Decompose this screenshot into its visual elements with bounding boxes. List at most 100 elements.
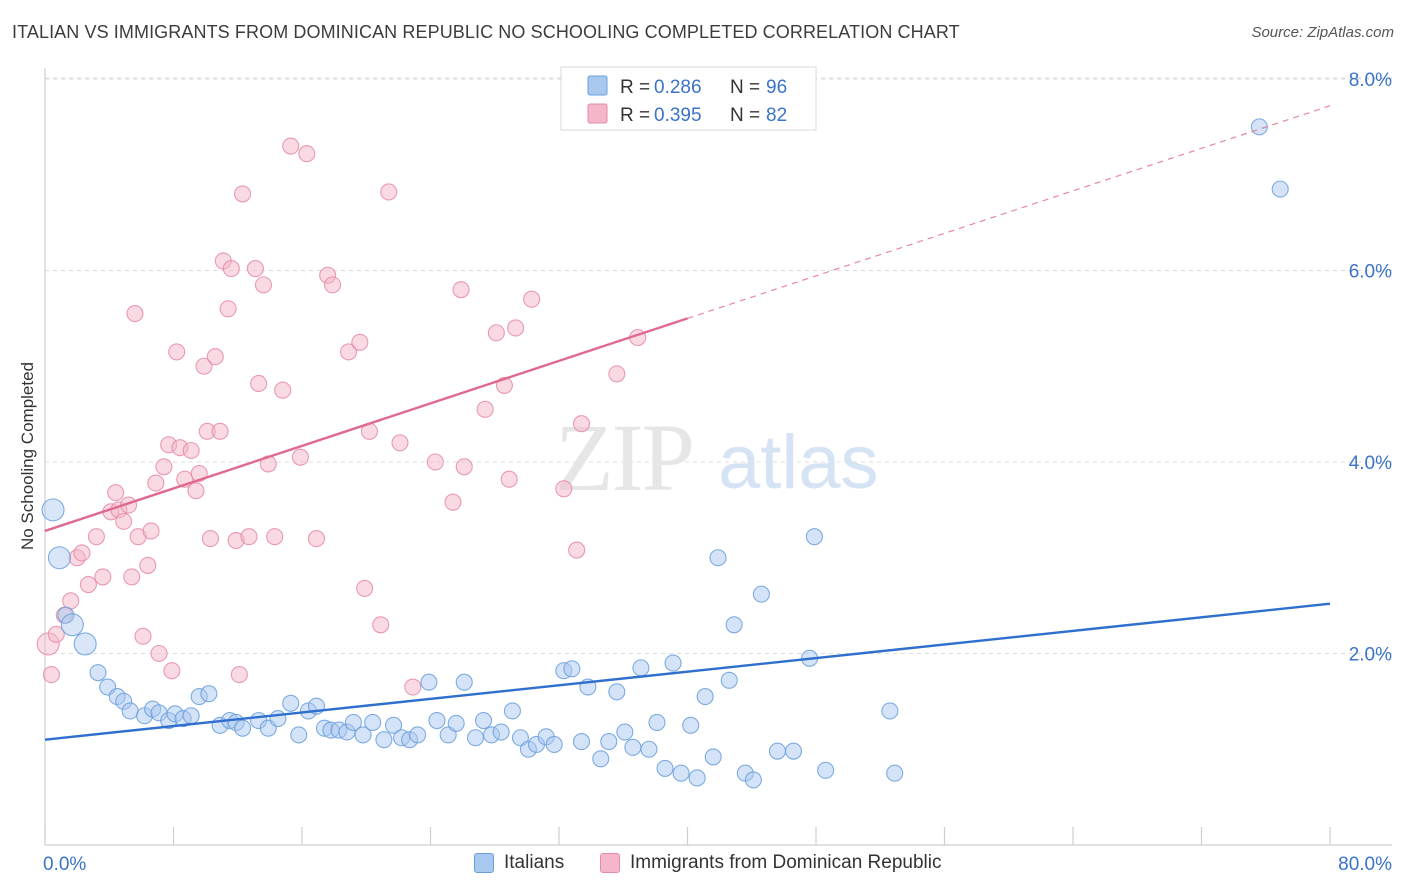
dominican-point [240,528,258,546]
dominican-point [79,576,97,594]
legend-item-dominican[interactable]: Immigrants from Dominican Republic [600,852,942,874]
dominican-point [404,678,422,696]
italians-point [200,685,218,703]
italians-point [385,716,403,734]
dominican-point [500,470,518,488]
dominican-point [126,305,144,323]
legend-swatch-italians [587,75,608,96]
legend-r-label: R = [620,77,650,98]
italians-point [805,528,823,546]
italians-point [688,769,706,787]
dominican-point [42,666,60,684]
italians-point [704,748,722,766]
dominican-point [168,343,186,361]
italians-point [447,714,465,732]
legend-n-label: N = [730,77,760,98]
chart-title: ITALIAN VS IMMIGRANTS FROM DOMINICAN REP… [12,22,960,42]
italians-point [234,719,252,737]
italians-point [632,659,650,677]
italians-point [881,702,899,720]
italians-point [563,660,581,678]
italians-point [269,710,287,728]
dominican-point [307,530,326,548]
legend-item-italians[interactable]: Italians [474,852,564,874]
dominican-point [123,568,141,586]
italians-point [664,654,682,672]
italians-point [47,546,72,570]
dominican-point [452,281,470,299]
italians-point [672,764,690,782]
italians-point [817,761,835,779]
italians-point [409,726,427,744]
dominican-point [426,453,444,471]
dominican-point [298,145,316,163]
source-credit: Source: ZipAtlas.com [1251,24,1394,41]
dominican-point [291,448,309,466]
trend-lines [44,105,1331,741]
dominican-point [155,458,173,476]
dominican-point [254,276,273,294]
y-tick-label: 2.0% [1349,645,1392,666]
italians-point [121,702,139,720]
italians-point [784,742,803,760]
dominican-point [523,290,541,308]
italians-point [1271,180,1289,198]
dominican-point [150,644,168,663]
correlation-legend: R = 0.286 N = 96 R = 0.395 N = 82 [560,66,817,131]
dominican-point [250,374,268,393]
dominican-point [94,568,112,586]
dominican-point [572,415,591,433]
y-tick-label: 6.0% [1349,262,1392,283]
dominican-point [444,493,462,511]
italians-point [624,738,642,756]
italians-point [455,673,473,691]
legend-n-label: N = [730,105,760,126]
dominican-point [142,522,160,540]
italians-point [608,683,626,701]
dominican-point [266,528,284,546]
dominican-point [380,183,398,201]
italians-point [73,632,97,656]
dominican-point [282,137,300,155]
italians-point [752,585,770,603]
dominican-point [222,260,240,278]
legend-swatch-dominican [587,103,608,124]
italians-point [886,764,904,782]
italians-point [656,759,674,777]
italians-point [182,707,200,725]
italians-point [354,726,372,744]
dominican-point [568,541,586,559]
dominican-point [372,616,390,634]
dominican-point [139,556,157,574]
dominican-trend-line [44,317,688,533]
italians-point [696,688,714,706]
dominican-point [62,592,80,610]
legend-label-dominican: Immigrants from Dominican Republic [630,852,942,873]
dominican-point [211,422,229,440]
dominican-point [455,458,473,476]
y-tick-label: 8.0% [1349,70,1392,91]
dominican-point [115,512,133,530]
dominican-point [356,579,374,597]
dominican-point [187,482,205,500]
dominican-point [195,357,213,375]
italians-point [600,733,618,751]
italians-trend-line [44,602,1331,741]
dominican-point [107,484,125,502]
dominican-point [163,662,181,680]
dominican-point [134,627,152,645]
dominican-point [487,324,505,342]
watermark-atlas: atlas [718,420,879,505]
dominican-point [351,333,369,351]
italians-point [640,740,658,758]
italians-point [60,613,84,637]
italians-point [428,711,446,730]
italians-point [744,771,762,789]
x-tick-label: 80.0% [1338,854,1392,875]
dominican-point [219,300,237,318]
italians-point [709,549,727,567]
italians-point [545,735,563,754]
dominican-point [182,441,200,460]
italians-point [503,702,521,720]
